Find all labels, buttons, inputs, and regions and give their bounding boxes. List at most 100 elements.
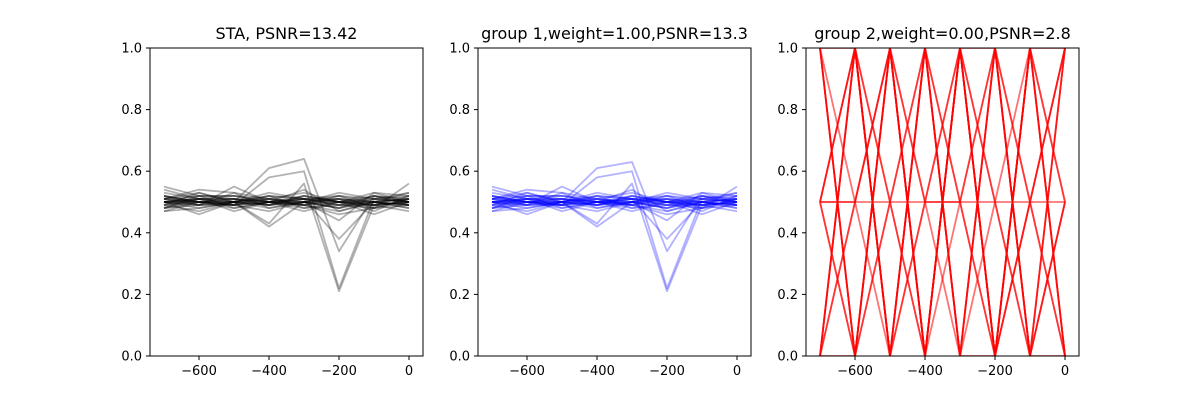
- series-line-24: [491, 198, 738, 213]
- y-tick-label: 0.0: [449, 350, 470, 365]
- chart-panel-1: −600 −400 −200 0 0.0 0.2 0.4 0.6 0.8 1.0 STA, PSNR…: [121, 24, 424, 379]
- y-tick-label: 1.0: [777, 42, 798, 57]
- series-line-25: [491, 198, 738, 216]
- axes-frame: [149, 47, 424, 357]
- series-line-30: [163, 198, 410, 240]
- series-line-20: [163, 198, 410, 213]
- chart-title: STA, PSNR=13.42: [216, 24, 358, 43]
- y-tick-label: 0.2: [121, 288, 142, 303]
- series-line-31: [163, 201, 410, 228]
- series-line-28: [163, 170, 410, 290]
- series-line-14: [163, 194, 410, 210]
- series-line-3: [163, 198, 410, 210]
- series-line-16: [163, 191, 410, 213]
- series-line-29: [163, 182, 410, 293]
- series-line-20: [819, 48, 1065, 356]
- axes-frame: [805, 47, 1080, 357]
- series-line-2: [491, 194, 738, 210]
- series-line-28: [491, 170, 738, 290]
- x-tick-label: −400: [251, 364, 287, 379]
- x-tick-label: −200: [977, 364, 1013, 379]
- x-tick-label: −400: [579, 364, 615, 379]
- x-tick-label: −200: [321, 364, 357, 379]
- series-line-11: [491, 191, 738, 210]
- x-tick-label: −600: [509, 364, 545, 379]
- y-tick-label: 0.0: [777, 350, 798, 365]
- x-tick-label: −400: [907, 364, 943, 379]
- series-line-22: [163, 191, 410, 206]
- series-line-20: [491, 198, 738, 213]
- series-line-11: [163, 191, 410, 210]
- series-line-29: [491, 182, 738, 293]
- y-tick-label: 0.6: [449, 165, 470, 180]
- series-line-16: [491, 191, 738, 213]
- series-line-4: [491, 191, 738, 210]
- x-tick-label: −600: [181, 364, 217, 379]
- y-tick-label: 1.0: [121, 42, 142, 57]
- series-line-7: [163, 191, 410, 213]
- series-line-23: [163, 194, 410, 210]
- series-line-4: [163, 191, 410, 210]
- series-line-18: [163, 188, 410, 206]
- series-line-5: [163, 194, 410, 213]
- series-line-21: [163, 194, 410, 210]
- series-line-17: [491, 191, 738, 210]
- series-line-31: [491, 201, 738, 228]
- chart-panel-3: −600 −400 −200 0 0.0 0.2 0.4 0.6 0.8 1.0 group 2,w…: [777, 24, 1080, 379]
- x-tick-label: 0: [1061, 364, 1069, 379]
- series-line-26: [491, 188, 738, 210]
- x-tick-label: −600: [837, 364, 873, 379]
- x-tick-label: 0: [405, 364, 413, 379]
- series-line-27: [492, 161, 738, 253]
- series-line-10: [163, 191, 410, 213]
- series-line-8: [163, 191, 410, 213]
- series-line-10: [491, 191, 738, 213]
- series-line-33: [163, 182, 410, 216]
- series-line-1: [163, 198, 410, 206]
- x-tick-label: 0: [733, 364, 741, 379]
- series-line-9: [491, 185, 738, 210]
- y-tick-label: 0.8: [777, 103, 798, 118]
- series-group: [163, 157, 410, 293]
- y-tick-label: 0.8: [449, 103, 470, 118]
- series-line-1: [491, 198, 738, 206]
- series-line-14: [491, 194, 738, 210]
- series-line-19: [819, 48, 1065, 356]
- y-tick-label: 0.4: [449, 226, 470, 241]
- x-tick-label: −200: [649, 364, 685, 379]
- series-line-13: [163, 194, 410, 210]
- series-line-25: [163, 198, 410, 216]
- series-line-7: [491, 191, 738, 213]
- series-line-24: [163, 198, 410, 213]
- series-group: [491, 161, 738, 293]
- y-tick-label: 0.0: [121, 350, 142, 365]
- series-line-30: [491, 198, 738, 240]
- series-group: [819, 48, 1066, 356]
- series-line-21: [491, 194, 738, 210]
- series-line-27: [164, 157, 410, 253]
- series-line-12: [491, 194, 738, 213]
- axes-frame: [477, 47, 752, 357]
- series-line-22: [491, 191, 738, 206]
- series-line-9: [163, 185, 410, 210]
- series-line-13: [491, 194, 738, 210]
- series-line-17: [163, 191, 410, 210]
- y-tick-label: 0.6: [121, 165, 142, 180]
- series-line-15: [163, 185, 410, 206]
- series-line-18: [491, 188, 738, 206]
- series-line-8: [491, 191, 738, 213]
- series-line-23: [491, 194, 738, 210]
- y-tick-label: 0.4: [121, 226, 142, 241]
- series-line-32: [163, 191, 410, 222]
- series-line-3: [491, 198, 738, 210]
- chart-title: group 2,weight=0.00,PSNR=2.8: [814, 24, 1071, 43]
- y-tick-label: 0.6: [777, 165, 798, 180]
- chart-title: group 1,weight=1.00,PSNR=13.3: [481, 24, 748, 43]
- series-line-6: [491, 194, 738, 210]
- series-line-2: [163, 194, 410, 210]
- y-tick-label: 0.2: [449, 288, 470, 303]
- series-line-26: [163, 188, 410, 210]
- series-line-32: [491, 191, 738, 222]
- series-line-19: [492, 188, 738, 213]
